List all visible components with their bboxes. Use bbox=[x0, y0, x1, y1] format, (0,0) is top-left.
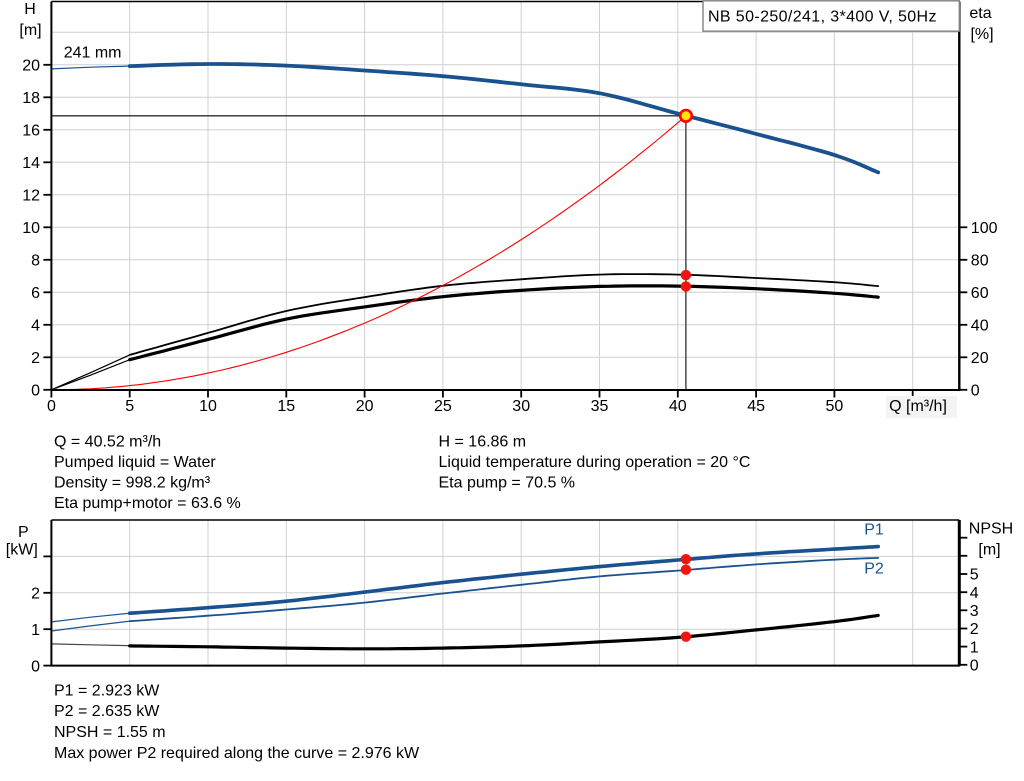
svg-text:16: 16 bbox=[22, 123, 40, 140]
svg-text:20: 20 bbox=[356, 398, 374, 415]
svg-text:P2 = 2.635 kW: P2 = 2.635 kW bbox=[54, 703, 160, 720]
svg-text:NB 50-250/241, 3*400 V, 50Hz: NB 50-250/241, 3*400 V, 50Hz bbox=[708, 9, 937, 26]
svg-text:0: 0 bbox=[31, 658, 40, 675]
svg-text:40: 40 bbox=[669, 398, 687, 415]
svg-text:10: 10 bbox=[199, 398, 217, 415]
svg-text:H = 16.86 m: H = 16.86 m bbox=[439, 434, 527, 451]
svg-text:35: 35 bbox=[591, 398, 609, 415]
svg-text:[m]: [m] bbox=[978, 542, 1000, 559]
svg-text:Eta pump = 70.5 %: Eta pump = 70.5 % bbox=[439, 475, 576, 492]
svg-text:3: 3 bbox=[970, 603, 979, 620]
svg-text:5: 5 bbox=[125, 398, 134, 415]
svg-text:eta: eta bbox=[969, 5, 991, 22]
svg-text:30: 30 bbox=[512, 398, 530, 415]
svg-text:40: 40 bbox=[971, 318, 989, 335]
svg-text:80: 80 bbox=[971, 253, 989, 270]
svg-text:14: 14 bbox=[22, 155, 40, 172]
svg-text:0: 0 bbox=[47, 398, 56, 415]
svg-text:NPSH = 1.55 m: NPSH = 1.55 m bbox=[54, 724, 166, 741]
svg-text:0: 0 bbox=[970, 658, 979, 675]
svg-text:2: 2 bbox=[970, 621, 979, 638]
svg-text:Eta pump+motor = 63.6 %: Eta pump+motor = 63.6 % bbox=[54, 495, 241, 512]
svg-text:Q = 40.52 m³/h: Q = 40.52 m³/h bbox=[54, 434, 161, 451]
svg-text:H: H bbox=[24, 1, 36, 18]
svg-text:241 mm: 241 mm bbox=[64, 45, 122, 62]
svg-text:0: 0 bbox=[31, 383, 40, 400]
svg-text:8: 8 bbox=[31, 253, 40, 270]
svg-text:P2: P2 bbox=[864, 561, 884, 578]
svg-text:NPSH: NPSH bbox=[969, 521, 1013, 538]
svg-text:Q [m³/h]: Q [m³/h] bbox=[889, 398, 947, 415]
svg-text:4: 4 bbox=[31, 318, 40, 335]
svg-text:1: 1 bbox=[970, 639, 979, 656]
svg-text:0: 0 bbox=[971, 383, 980, 400]
svg-text:50: 50 bbox=[826, 398, 844, 415]
svg-text:10: 10 bbox=[22, 220, 40, 237]
svg-text:Pumped liquid = Water: Pumped liquid = Water bbox=[54, 454, 216, 471]
svg-text:20: 20 bbox=[971, 350, 989, 367]
svg-text:100: 100 bbox=[971, 220, 998, 237]
svg-text:Density = 998.2 kg/m³: Density = 998.2 kg/m³ bbox=[54, 475, 211, 492]
svg-text:15: 15 bbox=[277, 398, 295, 415]
svg-text:[m]: [m] bbox=[19, 22, 41, 39]
svg-text:[kW]: [kW] bbox=[6, 541, 38, 558]
svg-text:45: 45 bbox=[747, 398, 765, 415]
svg-text:Liquid temperature during oper: Liquid temperature during operation = 20… bbox=[439, 454, 751, 471]
svg-text:18: 18 bbox=[22, 90, 40, 107]
svg-text:12: 12 bbox=[22, 188, 40, 205]
svg-text:P: P bbox=[18, 524, 29, 541]
svg-text:P1 = 2.923 kW: P1 = 2.923 kW bbox=[54, 683, 160, 700]
svg-text:2: 2 bbox=[31, 586, 40, 603]
svg-text:1: 1 bbox=[31, 622, 40, 639]
svg-text:4: 4 bbox=[970, 585, 979, 602]
svg-text:Max power P2 required along th: Max power P2 required along the curve = … bbox=[54, 745, 420, 762]
svg-text:6: 6 bbox=[31, 285, 40, 302]
svg-text:5: 5 bbox=[970, 567, 979, 584]
svg-text:[%]: [%] bbox=[970, 26, 993, 43]
svg-text:2: 2 bbox=[31, 350, 40, 367]
svg-text:25: 25 bbox=[434, 398, 452, 415]
svg-text:P1: P1 bbox=[864, 522, 884, 539]
svg-text:60: 60 bbox=[971, 285, 989, 302]
svg-text:20: 20 bbox=[22, 58, 40, 75]
